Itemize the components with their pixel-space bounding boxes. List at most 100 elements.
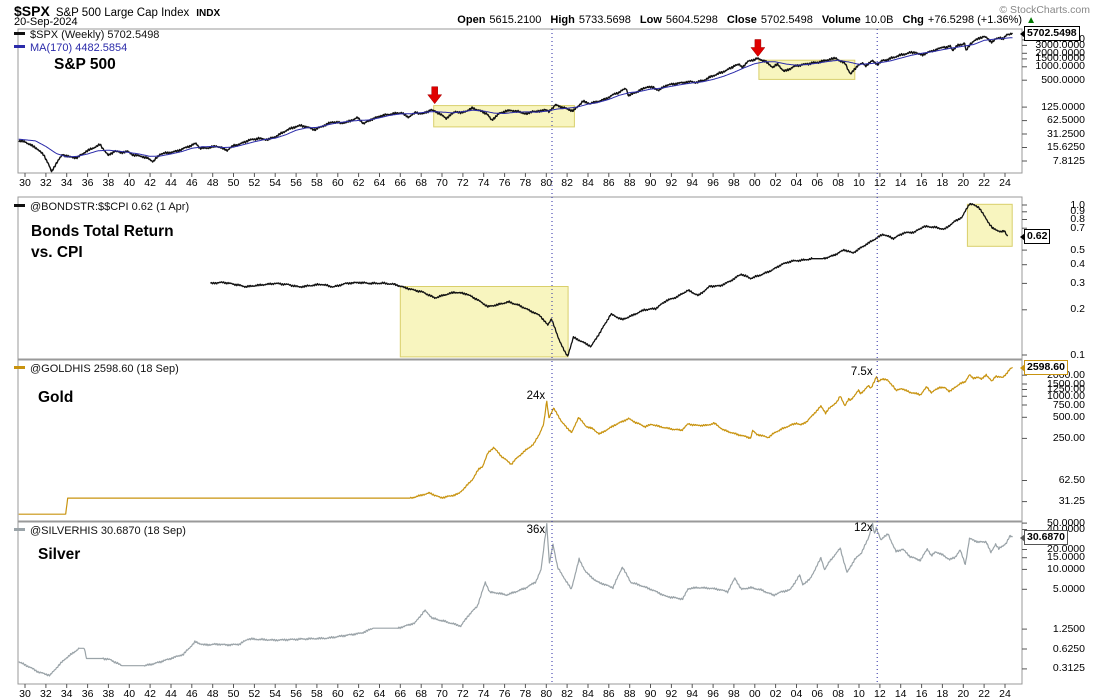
x-axis-label: 38 — [102, 177, 115, 189]
x-axis-label: 74 — [477, 177, 490, 189]
x-axis-label: 70 — [436, 177, 448, 189]
x-axis-label: 90 — [644, 688, 657, 700]
quote-value: 5615.2100 — [489, 14, 542, 26]
last-price-box: 30.6870 — [1020, 529, 1068, 545]
change-up-arrow-icon: ▲ — [1026, 15, 1036, 26]
x-axis-label: 70 — [436, 688, 448, 700]
y-axis-label: 1.2500 — [1052, 622, 1085, 635]
legend-label: MA(170) 4482.5854 — [30, 42, 128, 54]
y-axis-label: 2000.0000 — [1035, 46, 1085, 59]
x-axis-label: 74 — [477, 688, 490, 700]
last-price-box: 0.62 — [1020, 228, 1051, 244]
panel-title-line: S&P 500 — [54, 56, 116, 73]
x-axis-label: 16 — [915, 688, 928, 700]
legend-label: $SPX (Weekly) 5702.5498 — [30, 29, 160, 41]
x-axis-label: 90 — [644, 177, 657, 189]
x-axis-label: 80 — [540, 688, 553, 700]
x-axis-label: 02 — [769, 177, 782, 189]
y-axis-label: 0.2 — [1070, 303, 1085, 316]
series-line-spx — [18, 32, 1013, 173]
quote-value: 10.0B — [864, 14, 894, 26]
panel-background — [18, 522, 1022, 684]
x-axis-label: 98 — [728, 177, 740, 189]
panel-title: Bonds Total Return vs. CPI — [31, 221, 174, 263]
x-axis-label: 94 — [686, 177, 699, 189]
x-axis-label: 82 — [561, 688, 573, 700]
y-axis-label: 0.3125 — [1052, 662, 1085, 675]
panel-title: Silver — [38, 544, 80, 565]
exchange-label: INDX — [196, 8, 221, 19]
x-axis-label: 72 — [457, 177, 469, 189]
quote-label: Close — [726, 14, 757, 26]
x-axis-label: 62 — [352, 688, 365, 700]
x-axis-label: 78 — [519, 177, 532, 189]
x-axis-label: 18 — [936, 688, 949, 700]
y-axis-label: 1500.0000 — [1035, 52, 1085, 65]
x-axis-label: 20 — [957, 688, 970, 700]
x-axis-label: 92 — [665, 177, 678, 189]
x-axis-label: 84 — [582, 688, 594, 700]
x-axis-label: 04 — [790, 688, 803, 700]
x-axis-label: 60 — [331, 688, 344, 700]
y-axis-label: 7.8125 — [1052, 154, 1085, 167]
legend-row: @BONDSTR:$$CPI 0.62 (1 Apr) — [14, 201, 189, 213]
panel-title: S&P 500 — [54, 54, 116, 75]
y-axis-label: 1.0 — [1070, 198, 1085, 211]
y-axis-label: 40.0000 — [1025, 524, 1085, 535]
series-line-bondstrcpi — [210, 202, 1009, 357]
panel-background — [18, 29, 1022, 173]
y-axis-label: 3000.0000 — [1035, 38, 1085, 51]
red-down-arrow-icon — [427, 86, 443, 105]
symbol-name: S&P 500 Large Cap Index — [55, 7, 190, 19]
x-axis-label: 86 — [602, 688, 615, 700]
y-axis-label: 0.6250 — [1052, 642, 1085, 655]
x-axis-label: 80 — [540, 177, 553, 189]
x-axis-label: 22 — [978, 177, 990, 189]
highlight-box — [399, 286, 569, 358]
x-axis-label: 66 — [394, 177, 407, 189]
y-axis-label: 0.5 — [1070, 243, 1085, 256]
y-axis-label: 0.7 — [1070, 221, 1085, 234]
y-axis-label: 62.50 — [1058, 474, 1085, 486]
x-axis-label: 32 — [40, 177, 52, 189]
y-axis-label: 50.0000 — [1047, 516, 1085, 529]
y-axis-label: 0.4 — [1070, 258, 1085, 271]
x-axis-label: 52 — [248, 177, 261, 189]
panel-title: Gold — [38, 387, 73, 408]
legend-label: @SILVERHIS 30.6870 (18 Sep) — [30, 525, 186, 537]
series-line-silverhis — [18, 522, 1013, 677]
annotation-label: 24x — [526, 390, 546, 403]
y-axis-label: 1000.0000 — [1035, 60, 1085, 73]
legend-label: @BONDSTR:$$CPI 0.62 (1 Apr) — [30, 201, 190, 213]
x-axis-label: 56 — [290, 688, 302, 700]
chart-date: 20-Sep-2024 — [14, 16, 78, 28]
y-axis-label: 62.5000 — [1047, 114, 1085, 127]
panel-title-line: Silver — [38, 546, 81, 563]
legend-dash-icon — [14, 528, 25, 531]
x-axis-label: 42 — [144, 177, 156, 189]
x-axis-label: 84 — [582, 177, 594, 189]
y-axis-label: 750.00 — [1052, 398, 1085, 411]
x-axis-label: 54 — [269, 177, 282, 189]
chart-header: $SPX S&P 500 Large Cap Index INDX — [14, 3, 220, 21]
x-axis-label: 36 — [81, 177, 94, 189]
x-axis-label: 24 — [999, 688, 1011, 700]
x-axis-label: 12 — [874, 688, 886, 700]
legend-dash-icon — [14, 204, 25, 207]
x-axis-label: 16 — [915, 177, 928, 189]
x-axis-label: 14 — [894, 688, 907, 700]
y-axis-label: 0.3 — [1070, 276, 1085, 289]
y-axis-label: 31.25 — [1058, 495, 1085, 508]
y-axis-label: 15.0000 — [1047, 551, 1085, 564]
legend-dash-icon — [14, 45, 25, 48]
y-axis-label: 1500.00 — [1047, 377, 1085, 390]
y-axis-label: 20.0000 — [1047, 543, 1085, 555]
x-axis-label: 68 — [415, 177, 428, 189]
panel-title-line: vs. CPI — [31, 244, 83, 261]
y-axis-label: 500.00 — [1052, 410, 1085, 423]
x-axis-label: 96 — [707, 688, 719, 700]
price-box-notch-icon — [1020, 363, 1025, 372]
x-axis-label: 34 — [60, 177, 73, 189]
panel-background — [18, 360, 1022, 521]
